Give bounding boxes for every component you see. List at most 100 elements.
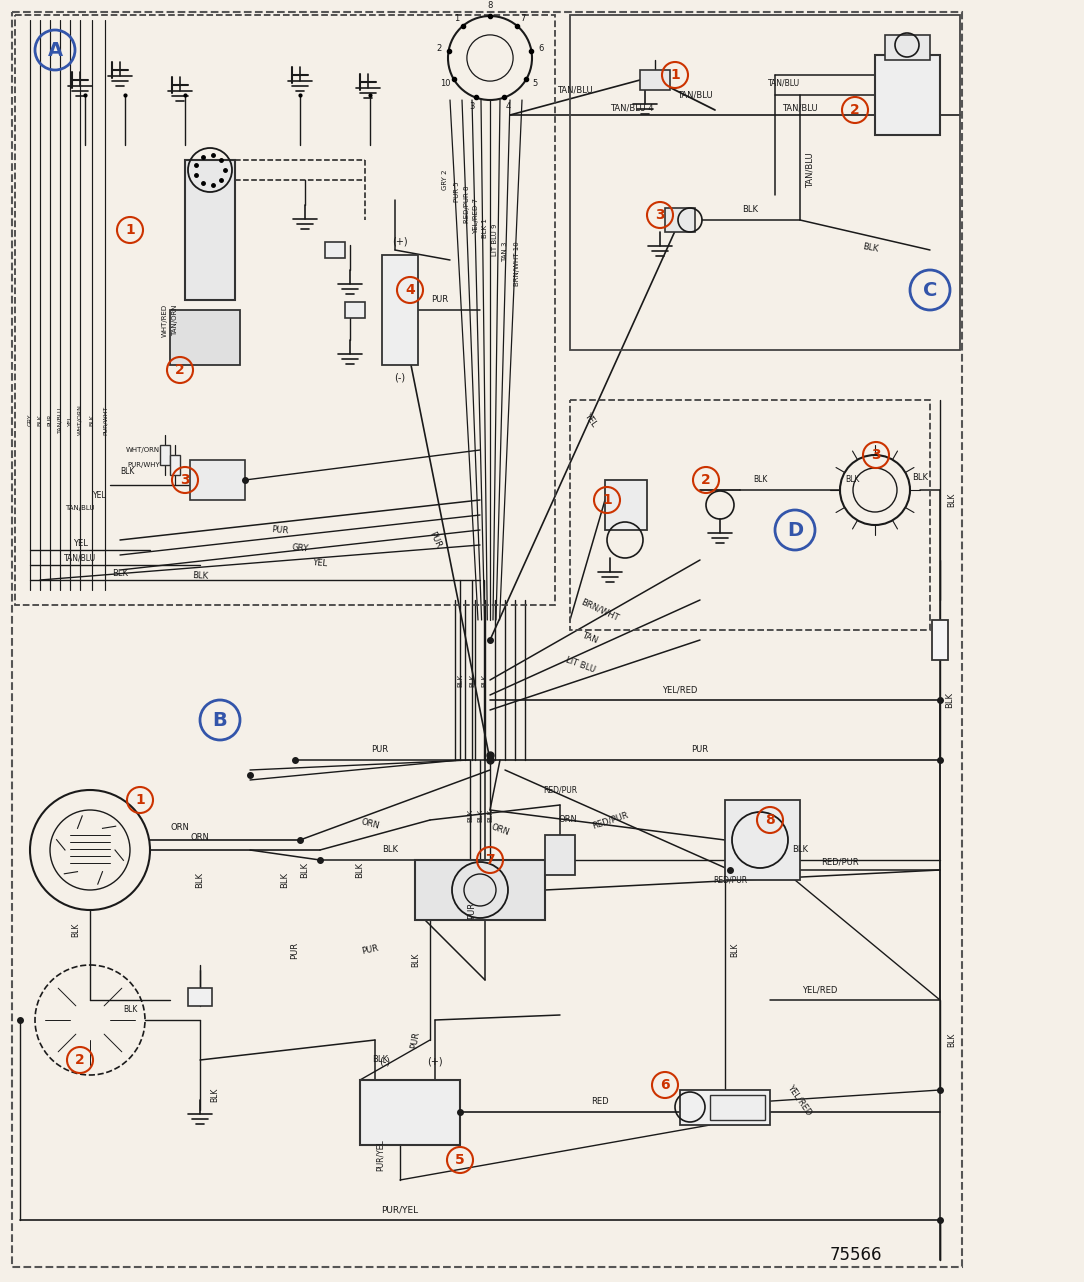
Text: BLK: BLK [862, 242, 879, 254]
Text: PUR: PUR [431, 295, 449, 305]
Text: BLK: BLK [477, 809, 483, 822]
Text: BLK: BLK [192, 570, 208, 581]
Text: PUR: PUR [291, 941, 299, 959]
Bar [415, 860, 545, 920]
Text: RED/PUR: RED/PUR [591, 810, 630, 829]
Text: PUR/YEL: PUR/YEL [382, 1205, 418, 1214]
Text: BRN/WHT: BRN/WHT [580, 597, 620, 623]
Text: 8: 8 [765, 813, 775, 827]
Bar [640, 71, 670, 90]
Text: BLK: BLK [382, 846, 398, 855]
Text: ORN: ORN [490, 823, 511, 837]
Text: BRN/WHT 10: BRN/WHT 10 [514, 241, 520, 286]
Text: BLK: BLK [752, 476, 767, 485]
Text: BLK: BLK [846, 476, 860, 485]
Text: BLK: BLK [120, 468, 134, 477]
Text: TAN 3: TAN 3 [502, 242, 508, 263]
Text: 75566: 75566 [830, 1246, 882, 1264]
Text: BLK: BLK [467, 809, 473, 822]
Text: 3: 3 [872, 447, 881, 462]
Bar [932, 620, 948, 660]
Text: 4: 4 [505, 103, 511, 112]
Text: PUR: PUR [271, 524, 289, 535]
Text: PUR 5: PUR 5 [454, 182, 460, 203]
Text: B: B [212, 710, 228, 729]
Text: ORN: ORN [558, 815, 578, 824]
Bar [885, 35, 930, 60]
Text: BLK: BLK [112, 569, 128, 578]
Text: 6: 6 [660, 1078, 670, 1092]
Text: BLK: BLK [731, 942, 739, 958]
Bar [12, 12, 962, 1267]
Bar [605, 479, 647, 529]
Text: BLK: BLK [38, 414, 42, 426]
Text: RED/PUR 8: RED/PUR 8 [464, 186, 470, 223]
Text: (+): (+) [427, 1056, 442, 1067]
Text: TAN: TAN [581, 631, 599, 645]
Text: TAN/BLU: TAN/BLU [678, 91, 713, 100]
Text: BLK: BLK [743, 205, 758, 214]
Text: 1: 1 [125, 223, 134, 237]
Text: 1: 1 [602, 494, 611, 506]
Text: BLK 1: BLK 1 [482, 218, 488, 238]
Text: 1: 1 [136, 794, 145, 806]
Text: BLK: BLK [481, 673, 487, 687]
Text: TAN/BLU 4: TAN/BLU 4 [610, 104, 654, 113]
Text: A: A [48, 41, 63, 59]
Bar [875, 55, 940, 135]
Text: 7: 7 [486, 853, 494, 867]
Text: BLK: BLK [792, 846, 808, 855]
Text: 5: 5 [532, 79, 538, 88]
Text: TAN/BLU: TAN/BLU [65, 505, 94, 512]
Text: C: C [922, 281, 938, 300]
Text: YEL: YEL [73, 538, 88, 547]
Bar [382, 255, 418, 365]
Text: GRY: GRY [292, 542, 309, 554]
Text: 4: 4 [405, 283, 415, 297]
Text: 2: 2 [850, 103, 860, 117]
Text: PUR/WHT: PUR/WHT [103, 405, 107, 435]
Text: BLK: BLK [457, 673, 463, 687]
Text: BLK: BLK [947, 1033, 956, 1047]
Bar [170, 310, 240, 365]
Text: RED/PUR: RED/PUR [543, 786, 577, 795]
Text: (+): (+) [392, 237, 408, 247]
Text: TAN/BLU: TAN/BLU [64, 554, 96, 563]
Text: BLK: BLK [72, 923, 80, 937]
Bar [185, 160, 235, 300]
Text: 10: 10 [440, 79, 450, 88]
Bar [570, 15, 960, 350]
Bar [545, 835, 575, 876]
Text: 1: 1 [454, 14, 460, 23]
Text: YEL: YEL [67, 414, 73, 426]
Text: GRY: GRY [27, 414, 33, 427]
Text: PUR/YEL: PUR/YEL [375, 1140, 385, 1170]
Text: YEL/RED: YEL/RED [662, 686, 698, 695]
Text: (-): (-) [395, 373, 405, 383]
Text: BLK: BLK [372, 1055, 388, 1064]
Text: BLK: BLK [487, 809, 493, 822]
Text: BLK: BLK [281, 872, 289, 888]
Text: TAN/BLU: TAN/BLU [557, 86, 593, 95]
Text: PUR/WHY: PUR/WHY [127, 462, 160, 468]
Text: 3: 3 [655, 208, 664, 222]
Text: ORN: ORN [170, 823, 190, 832]
Text: BLK: BLK [912, 473, 928, 482]
Text: BLK: BLK [90, 414, 94, 426]
Text: PUR: PUR [692, 746, 709, 755]
Text: BLK: BLK [469, 673, 475, 687]
Text: BLK: BLK [122, 1005, 138, 1014]
Text: GRY 2: GRY 2 [442, 169, 448, 190]
Text: TAN/BLU: TAN/BLU [783, 104, 817, 113]
Bar [15, 15, 555, 605]
Text: LIT BLU 9: LIT BLU 9 [492, 224, 498, 256]
Text: TAN/BLU: TAN/BLU [805, 153, 814, 187]
Text: 2: 2 [176, 363, 185, 377]
Text: YEL: YEL [582, 412, 598, 428]
Text: 2: 2 [436, 45, 441, 54]
Text: WHT/RED: WHT/RED [162, 304, 168, 337]
Bar [345, 303, 365, 318]
Text: YEL/RED: YEL/RED [802, 986, 838, 995]
Text: 2: 2 [75, 1053, 85, 1067]
Text: WHT/ORN: WHT/ORN [77, 405, 82, 436]
